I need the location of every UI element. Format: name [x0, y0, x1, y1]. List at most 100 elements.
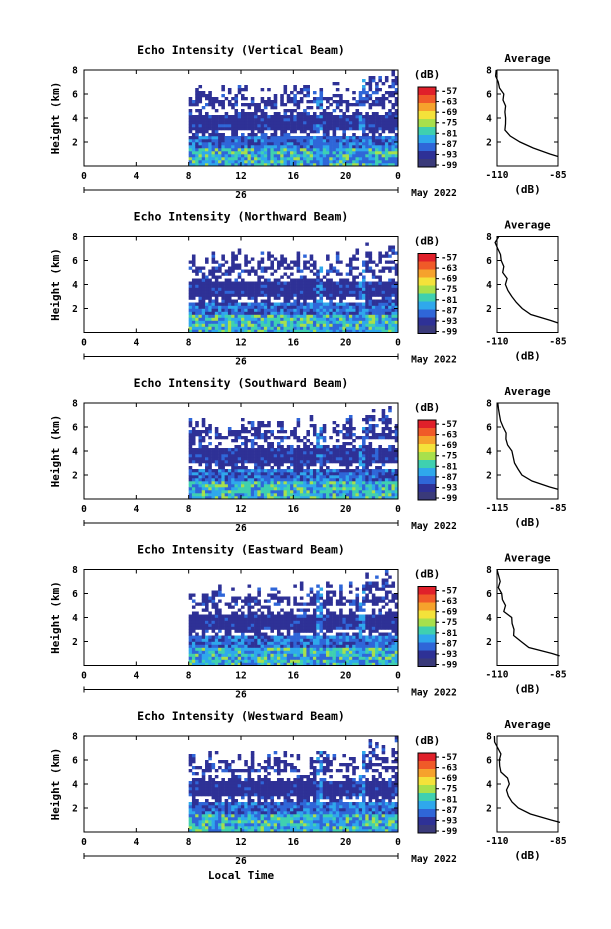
- heatmap-cell: [381, 299, 386, 303]
- heatmap-cell: [309, 487, 314, 491]
- heatmap-cell: [293, 644, 297, 648]
- heatmap-cell: [303, 293, 307, 297]
- heatmap-cell: [355, 266, 360, 270]
- heatmap-cell: [188, 163, 193, 167]
- heatmap-cell: [365, 311, 369, 315]
- heatmap-cell: [348, 481, 353, 485]
- heatmap-cell: [388, 478, 392, 482]
- heatmap-cell: [211, 275, 216, 279]
- heatmap-cell: [394, 251, 399, 255]
- heatmap-cell: [237, 251, 242, 255]
- heatmap-cell: [319, 91, 324, 95]
- heatmap-cell: [332, 145, 337, 149]
- heatmap-cell: [358, 148, 363, 152]
- heatmap-cell: [286, 623, 291, 627]
- heatmap-cell: [283, 88, 288, 92]
- colorbar-label: -93: [441, 483, 457, 493]
- heatmap-cell: [378, 133, 382, 137]
- heatmap-cell: [326, 130, 330, 134]
- heatmap-cell: [237, 88, 242, 92]
- heatmap-cell: [362, 88, 366, 92]
- heatmap-cell: [260, 287, 265, 291]
- heatmap-cell: [348, 154, 353, 158]
- heatmap-cell: [339, 157, 343, 161]
- heatmap-cell: [205, 275, 209, 279]
- heatmap-cell: [391, 302, 396, 306]
- heatmap-cell: [250, 163, 255, 167]
- heatmap-cell: [290, 317, 294, 321]
- heatmap-cell: [195, 88, 199, 92]
- heatmap-cell: [362, 263, 366, 267]
- heatmap-cell: [378, 329, 382, 333]
- heatmap-cell: [303, 448, 307, 452]
- heatmap-cell: [218, 308, 222, 312]
- heatmap-cell: [227, 490, 232, 494]
- heatmap-cell: [270, 115, 275, 119]
- heatmap-cell: [234, 320, 239, 324]
- heatmap-cell: [221, 478, 225, 482]
- heatmap-cell: [309, 650, 314, 654]
- heatmap-cell: [224, 305, 229, 309]
- heatmap-cell: [221, 127, 225, 131]
- heatmap-cell: [195, 644, 199, 648]
- heatmap-cell: [381, 139, 386, 143]
- heatmap-cell: [250, 124, 255, 128]
- heatmap-cell: [227, 454, 232, 458]
- heatmap-cell: [293, 481, 297, 485]
- heatmap-cell: [368, 284, 373, 288]
- heatmap-cell: [371, 490, 376, 494]
- heatmap-cell: [224, 115, 229, 119]
- heatmap-cell: [270, 260, 275, 264]
- heatmap-cell: [345, 472, 350, 476]
- heatmap-cell: [381, 320, 386, 324]
- heatmap-cell: [358, 448, 363, 452]
- heatmap-cell: [247, 311, 252, 315]
- heatmap-cell: [201, 608, 206, 612]
- heatmap-cell: [326, 466, 330, 470]
- heatmap-cell: [244, 163, 248, 167]
- heatmap-cell: [188, 121, 193, 125]
- heatmap-cell: [201, 317, 206, 321]
- heatmap-cell: [250, 308, 255, 312]
- heatmap-cell: [335, 287, 340, 291]
- heatmap-cell: [214, 653, 219, 657]
- heatmap-cell: [273, 602, 278, 606]
- heatmap-cell: [355, 454, 360, 458]
- heatmap-cell: [250, 160, 255, 164]
- heatmap-cell: [208, 121, 212, 125]
- heatmap-cell: [201, 136, 206, 140]
- heatmap-cell: [394, 299, 399, 303]
- heatmap-cell: [293, 662, 297, 666]
- heatmap-cell: [299, 460, 304, 464]
- heatmap-cell: [263, 599, 268, 603]
- heatmap-cell: [191, 127, 196, 131]
- heatmap-cell: [241, 472, 245, 476]
- heatmap-cell: [270, 469, 275, 473]
- heatmap-cell: [263, 659, 268, 663]
- heatmap-cell: [306, 85, 310, 89]
- heatmap-cell: [257, 430, 261, 434]
- heatmap-cell: [224, 656, 229, 660]
- heatmap-cell: [384, 478, 389, 482]
- heatmap-cell: [214, 457, 219, 461]
- heatmap-cell: [335, 472, 340, 476]
- heatmap-cell: [244, 287, 248, 291]
- heatmap-cell: [312, 97, 317, 101]
- profile-y-tick-label: 2: [486, 471, 492, 482]
- heatmap-cell: [283, 299, 288, 303]
- heatmap-cell: [267, 121, 271, 125]
- heatmap-cell: [195, 281, 199, 285]
- heatmap-cell: [335, 106, 340, 110]
- heatmap-cell: [322, 118, 327, 122]
- heatmap-cell: [250, 623, 255, 627]
- heatmap-cell: [257, 427, 261, 431]
- heatmap-cell: [381, 154, 386, 158]
- heatmap-cell: [381, 317, 386, 321]
- heatmap-cell: [286, 302, 291, 306]
- heatmap-cell: [241, 94, 245, 98]
- heatmap-cell: [208, 460, 212, 464]
- heatmap-cell: [214, 290, 219, 294]
- heatmap-cell: [198, 469, 203, 473]
- heatmap-cell: [244, 151, 248, 155]
- heatmap-cell: [306, 106, 310, 110]
